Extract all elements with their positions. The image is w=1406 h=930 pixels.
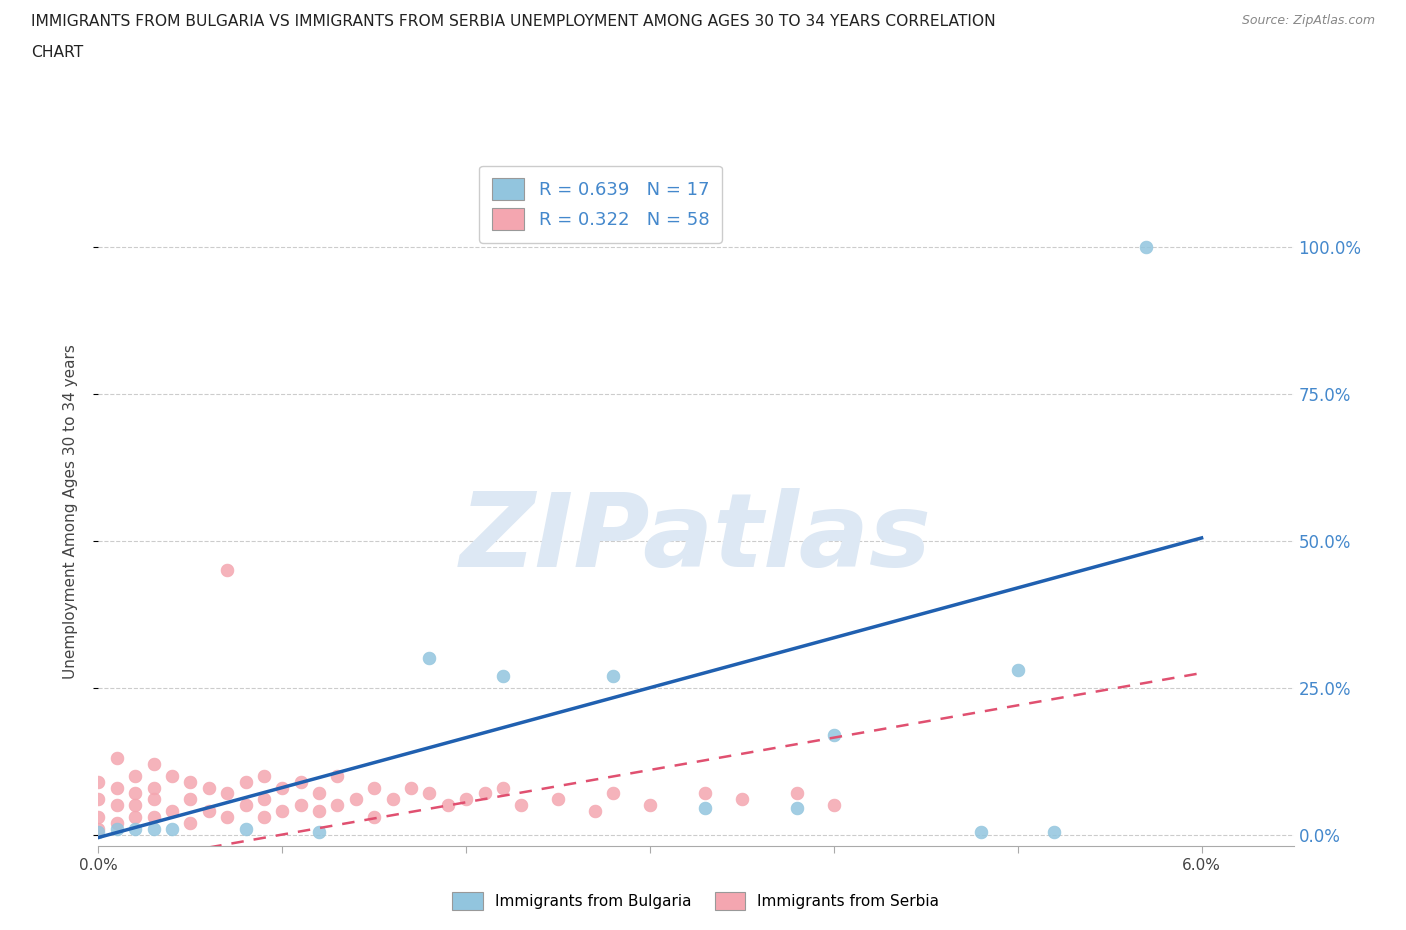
Text: IMMIGRANTS FROM BULGARIA VS IMMIGRANTS FROM SERBIA UNEMPLOYMENT AMONG AGES 30 TO: IMMIGRANTS FROM BULGARIA VS IMMIGRANTS F…	[31, 14, 995, 29]
Point	[399, 780, 422, 795]
Point	[124, 786, 146, 801]
Point	[271, 804, 294, 818]
Point	[786, 801, 808, 816]
Point	[583, 804, 606, 818]
Point	[105, 780, 128, 795]
Point	[235, 798, 257, 813]
Point	[142, 780, 165, 795]
Point	[142, 821, 165, 836]
Y-axis label: Unemployment Among Ages 30 to 34 years: Unemployment Among Ages 30 to 34 years	[63, 344, 77, 679]
Point	[363, 809, 385, 824]
Point	[124, 809, 146, 824]
Text: ZIPatlas: ZIPatlas	[460, 487, 932, 589]
Legend: Immigrants from Bulgaria, Immigrants from Serbia: Immigrants from Bulgaria, Immigrants fro…	[446, 885, 946, 916]
Point	[253, 768, 276, 783]
Point	[87, 775, 110, 790]
Point	[160, 821, 183, 836]
Point	[105, 751, 128, 765]
Point	[695, 786, 717, 801]
Point	[87, 809, 110, 824]
Point	[436, 798, 458, 813]
Point	[235, 821, 257, 836]
Point	[695, 801, 717, 816]
Point	[492, 669, 515, 684]
Point	[105, 798, 128, 813]
Point	[87, 824, 110, 839]
Point	[124, 821, 146, 836]
Point	[142, 791, 165, 806]
Point	[970, 824, 993, 839]
Point	[344, 791, 367, 806]
Point	[823, 798, 845, 813]
Point	[1135, 240, 1157, 255]
Point	[253, 809, 276, 824]
Point	[1007, 663, 1029, 678]
Point	[308, 824, 330, 839]
Point	[142, 757, 165, 772]
Point	[326, 768, 349, 783]
Point	[492, 780, 515, 795]
Point	[160, 804, 183, 818]
Point	[1043, 824, 1066, 839]
Point	[731, 791, 754, 806]
Point	[105, 816, 128, 830]
Point	[160, 768, 183, 783]
Point	[290, 798, 312, 813]
Point	[326, 798, 349, 813]
Point	[363, 780, 385, 795]
Point	[124, 798, 146, 813]
Point	[217, 786, 239, 801]
Point	[308, 786, 330, 801]
Point	[418, 786, 440, 801]
Point	[547, 791, 569, 806]
Point	[308, 804, 330, 818]
Point	[179, 775, 201, 790]
Point	[271, 780, 294, 795]
Point	[197, 804, 219, 818]
Point	[290, 775, 312, 790]
Point	[217, 809, 239, 824]
Point	[217, 563, 239, 578]
Point	[418, 651, 440, 666]
Point	[87, 791, 110, 806]
Point	[124, 768, 146, 783]
Text: CHART: CHART	[31, 45, 83, 60]
Point	[87, 821, 110, 836]
Point	[456, 791, 478, 806]
Point	[823, 727, 845, 742]
Point	[235, 775, 257, 790]
Point	[381, 791, 404, 806]
Point	[638, 798, 661, 813]
Point	[602, 786, 624, 801]
Point	[105, 821, 128, 836]
Point	[602, 669, 624, 684]
Point	[786, 786, 808, 801]
Point	[474, 786, 496, 801]
Point	[253, 791, 276, 806]
Text: Source: ZipAtlas.com: Source: ZipAtlas.com	[1241, 14, 1375, 27]
Point	[142, 809, 165, 824]
Point	[197, 780, 219, 795]
Point	[179, 791, 201, 806]
Point	[179, 816, 201, 830]
Point	[510, 798, 533, 813]
